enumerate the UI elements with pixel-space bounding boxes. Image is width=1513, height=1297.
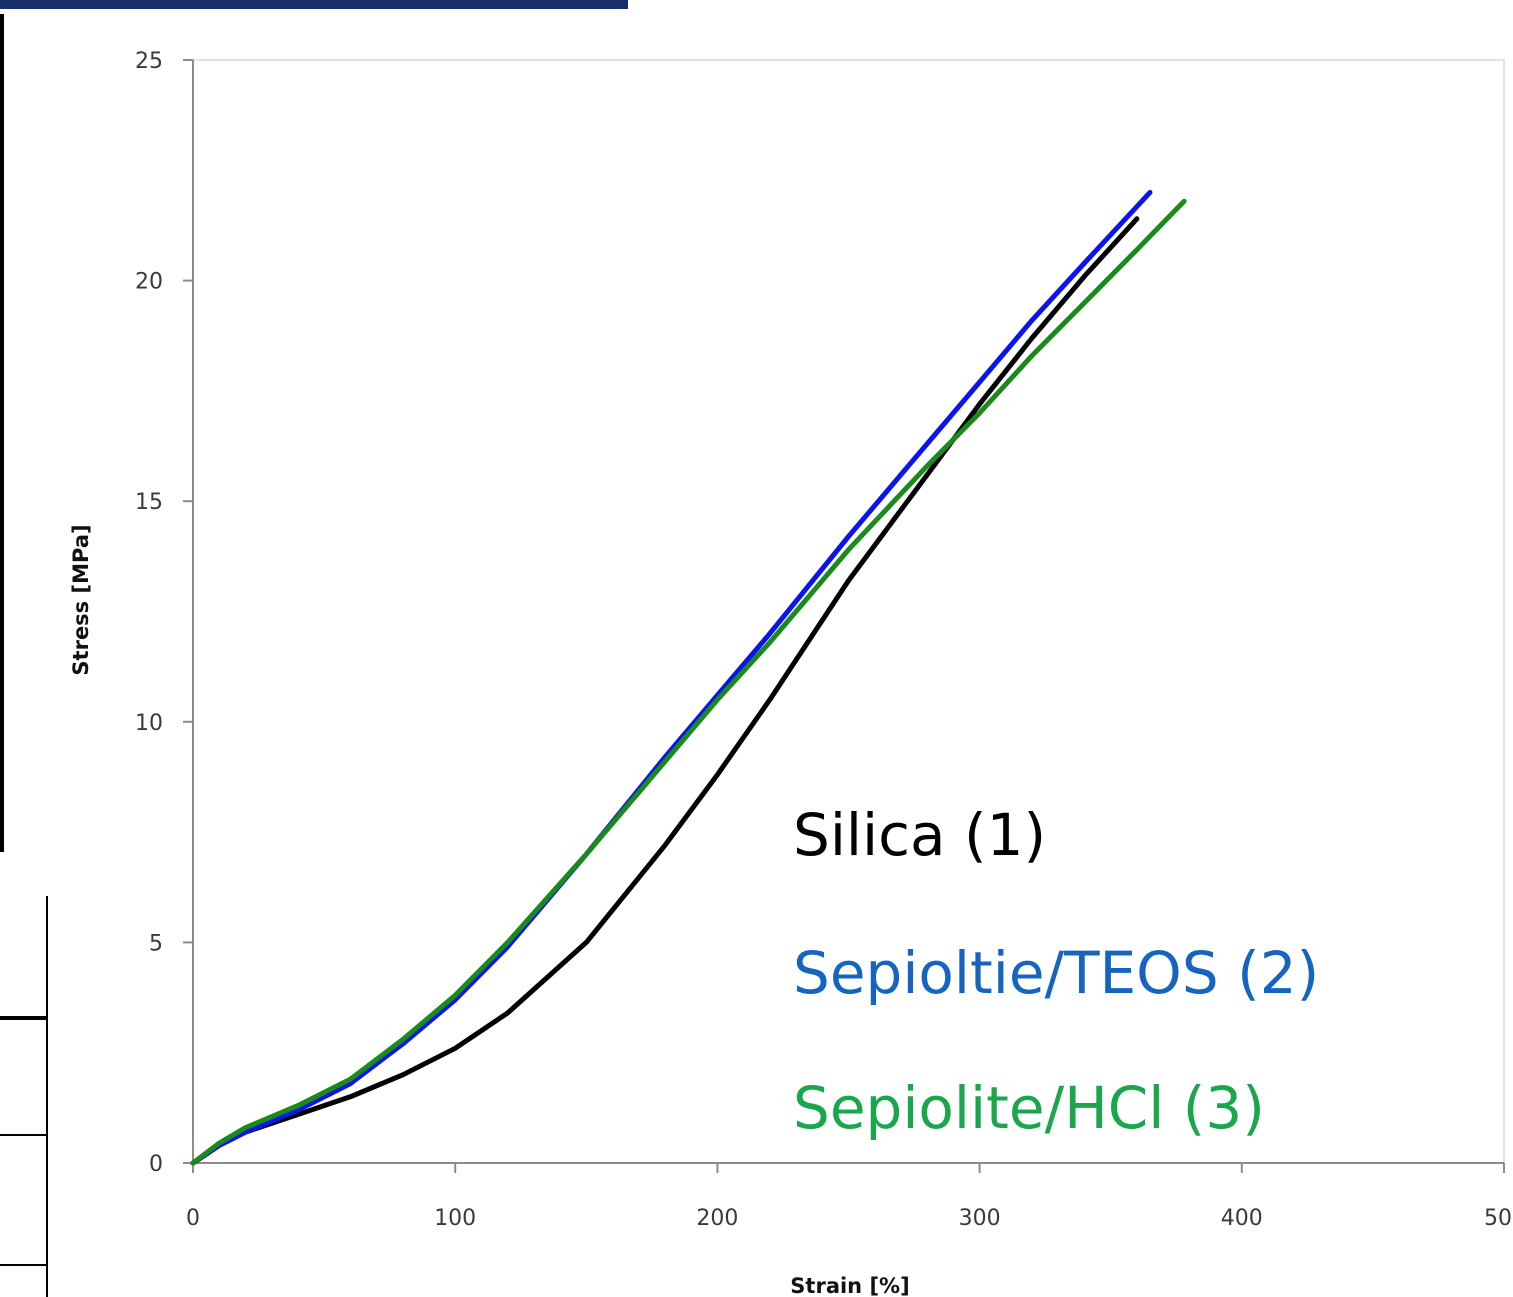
series-line-sepiolite-hcl-3 xyxy=(190,198,1187,1166)
x-axis-title: Strain [%] xyxy=(790,1274,909,1297)
series-line-silica-1 xyxy=(190,216,1140,1166)
table-vertical-rule xyxy=(46,896,48,1297)
y-tick-label: 15 xyxy=(135,490,163,515)
left-border-rule xyxy=(0,14,4,852)
table-horizontal-rule xyxy=(0,1016,48,1020)
x-tick-label: 300 xyxy=(959,1206,1001,1231)
table-horizontal-rule xyxy=(0,1264,48,1266)
x-tick-label: 200 xyxy=(696,1206,738,1231)
series-layer xyxy=(190,189,1187,1166)
y-tick-label: 5 xyxy=(149,931,163,956)
y-axis-ticks: 0 5 10 15 20 25 xyxy=(135,49,193,1177)
x-tick-label: 50 xyxy=(1484,1206,1512,1231)
x-tick-label: 0 xyxy=(186,1206,200,1231)
x-tick-label: 100 xyxy=(434,1206,476,1231)
legend: Silica (1) Sepioltie/TEOS (2) Sepiolite/… xyxy=(793,801,1319,1142)
y-tick-label: 20 xyxy=(135,270,163,295)
series-line-sepioltie-teos-2 xyxy=(190,189,1153,1166)
x-tick-label: 400 xyxy=(1221,1206,1263,1231)
y-axis-title: Stress [MPa] xyxy=(69,524,93,675)
y-tick-label: 0 xyxy=(149,1152,163,1177)
legend-entry-sepiolite-hcl: Sepiolite/HCl (3) xyxy=(793,1074,1265,1142)
table-horizontal-rule xyxy=(0,1134,48,1136)
legend-entry-silica: Silica (1) xyxy=(793,801,1046,869)
top-banner-bar xyxy=(0,0,628,9)
x-axis-ticks: 0 100 200 300 400 50 xyxy=(186,1163,1512,1231)
legend-entry-sepiolite-teos: Sepioltie/TEOS (2) xyxy=(793,939,1319,1007)
y-tick-label: 25 xyxy=(135,49,163,74)
y-tick-label: 10 xyxy=(135,711,163,736)
